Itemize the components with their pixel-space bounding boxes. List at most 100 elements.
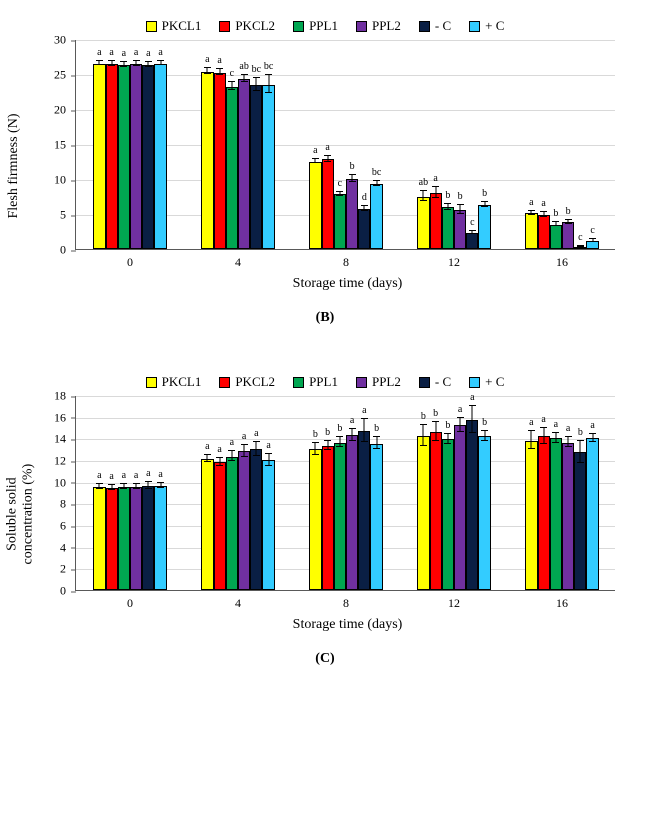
ytick-label: 15 [54,138,76,153]
bar: a [550,438,562,590]
xtick-label: 12 [448,590,460,611]
xtick-label: 4 [235,249,241,270]
significance-label: a [325,142,329,153]
ytick-label: 6 [60,519,76,534]
significance-label: a [134,47,138,58]
bar: a [130,64,142,249]
legend-item: PKCL2 [219,374,275,390]
legend-swatch [146,377,157,388]
legend-label: PPL1 [309,374,338,390]
legend-item: + C [469,18,504,34]
ytick-label: 18 [54,389,76,404]
xtick-label: 8 [343,590,349,611]
legend-label: PPL2 [372,18,401,34]
significance-label: a [470,392,474,403]
bar: a [142,65,154,249]
error-bar [352,428,353,441]
significance-label: a [146,468,150,479]
bar: a [130,487,142,590]
significance-label: a [134,470,138,481]
error-bar [111,60,112,66]
error-bar [231,81,232,89]
error-bar [460,417,461,432]
significance-label: a [122,470,126,481]
significance-label: a [362,405,366,416]
panel-b: PKCL1PKCL2PPL1PPL2- C+ C Flesh firmness … [0,0,650,338]
significance-label: a [541,414,545,425]
error-bar [484,201,485,207]
significance-label: a [217,444,221,455]
xtick-label: 0 [127,590,133,611]
significance-label: a [109,47,113,58]
panel-c: PKCL1PKCL2PPL1PPL2- C+ C Soluble solid c… [0,356,650,679]
error-bar [244,74,245,82]
significance-label: a [205,441,209,452]
error-bar [423,190,424,201]
bar: a [586,438,598,590]
error-bar [136,483,137,490]
plot-c: 0246810121416180aaaaaa4aaaaaa8bbbaab12bb… [75,396,615,591]
ytick-label: 14 [54,432,76,447]
bar: a [226,457,238,590]
bar: b [442,207,454,249]
legend-item: PKCL1 [146,18,202,34]
bar: b [322,446,334,590]
significance-label: a [313,145,317,156]
ytick-label: 25 [54,68,76,83]
error-bar [219,457,220,466]
gridline [76,418,615,419]
ytick-label: 0 [60,243,76,258]
error-bar [327,155,328,162]
significance-label: c [470,217,474,228]
ytick-label: 0 [60,584,76,599]
error-bar [352,174,353,182]
bar: c [466,233,478,249]
caption-c: (C) [0,633,650,679]
significance-label: a [433,173,437,184]
significance-label: c [578,232,582,243]
bar: ab [238,79,250,249]
error-bar [339,436,340,447]
error-bar [327,440,328,451]
xtick-label: 4 [235,590,241,611]
ytick-label: 16 [54,410,76,425]
significance-label: b [445,190,450,201]
bar: a [358,431,370,590]
bar: a [154,486,166,590]
significance-label: b [374,423,379,434]
bar: bc [370,184,382,249]
bar: b [370,444,382,590]
significance-label: b [445,420,450,431]
bar: a [93,64,105,250]
significance-label: a [529,197,533,208]
bar: a [262,460,274,590]
bar: b [454,210,466,249]
significance-label: b [433,408,438,419]
error-bar [543,211,544,217]
bar: a [322,159,334,249]
error-bar [364,205,365,211]
bar: a [142,486,154,590]
error-bar [315,158,316,164]
bar: a [238,451,250,590]
error-bar [219,68,220,75]
error-bar [555,432,556,443]
significance-label: a [158,47,162,58]
caption-b: (B) [0,292,650,338]
error-bar [555,221,556,225]
bar: a [201,72,213,249]
bar: b [478,205,490,249]
error-bar [592,433,593,442]
error-bar [531,210,532,216]
gridline [76,396,615,397]
bar: b [309,449,321,590]
error-bar [136,60,137,66]
bar: b [562,222,574,249]
ylabel-c: Soluble solid concentration (%) [0,396,40,633]
error-bar [268,453,269,466]
bar: a [214,73,226,249]
legend-swatch [219,21,230,32]
error-bar [531,430,532,450]
xtick-label: 8 [343,249,349,270]
legend-swatch [469,377,480,388]
